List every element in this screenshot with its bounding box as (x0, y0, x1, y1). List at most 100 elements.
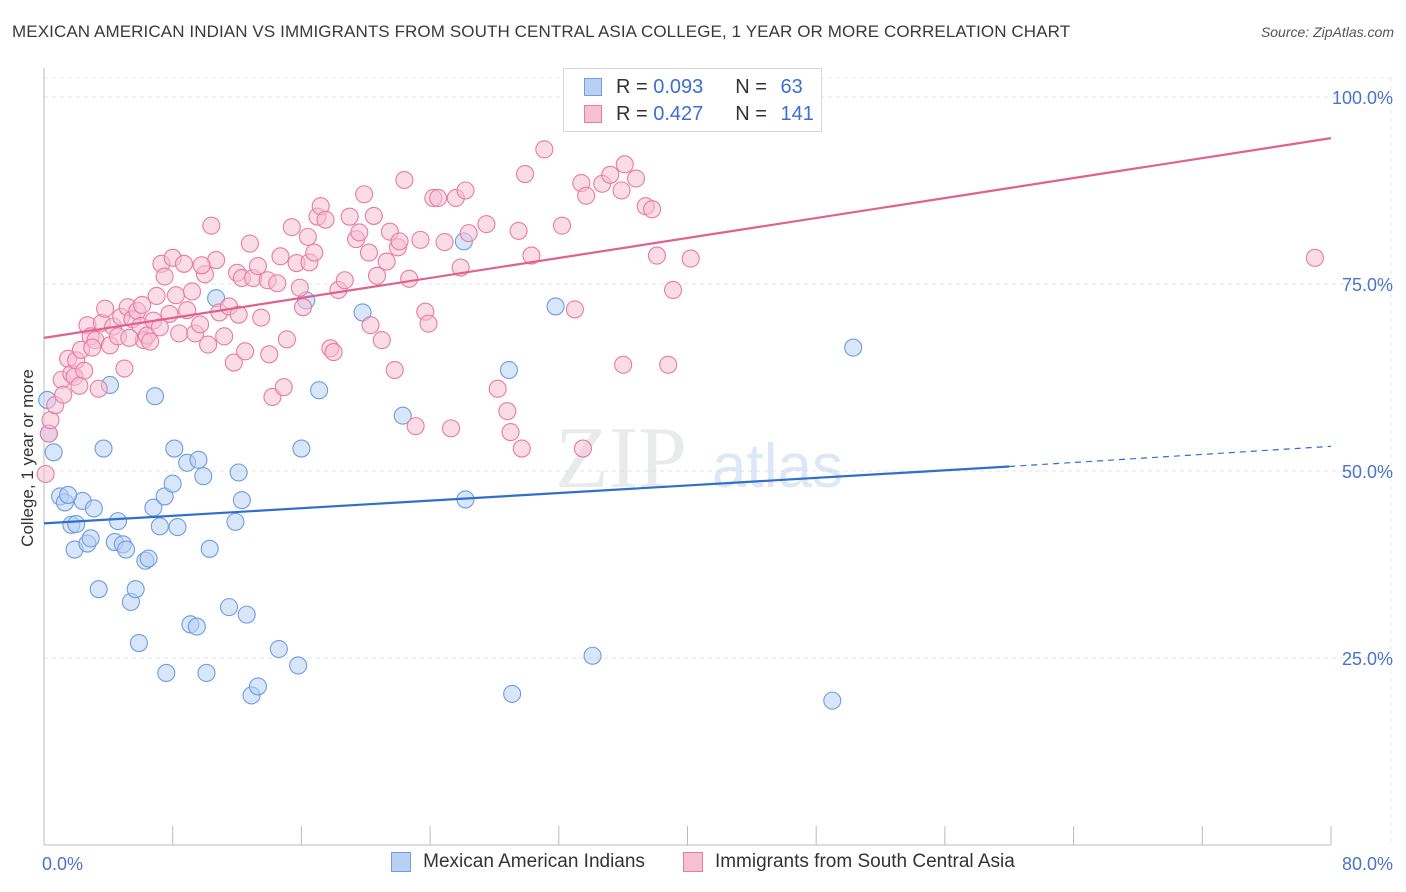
data-point-pink (456, 181, 475, 200)
data-point-pink (419, 314, 438, 333)
data-point-blue (84, 499, 103, 518)
data-point-blue (157, 663, 176, 683)
data-point-pink (316, 210, 335, 229)
data-point-blue (145, 387, 165, 406)
data-point-pink (83, 338, 102, 357)
trend-line-blue (43, 465, 1010, 525)
data-point-pink (626, 169, 646, 188)
data-point-blue (59, 485, 78, 504)
data-point-pink (498, 402, 517, 421)
data-point-pink (435, 233, 454, 252)
y-axis-title: College, 1 year or more (18, 369, 37, 547)
data-point-pink (192, 256, 211, 275)
data-point-pink (390, 232, 409, 251)
data-point-pink (293, 298, 313, 317)
legend-label-pink: Immigrants from South Central Asia (714, 851, 1015, 872)
data-point-blue (165, 439, 184, 458)
data-point-pink (515, 164, 535, 184)
trend-extension-blue (1009, 445, 1332, 468)
source-credit: Source: ZipAtlas.com (1260, 24, 1394, 40)
data-point-pink (36, 464, 55, 484)
n-label: N = (735, 102, 773, 125)
data-point-blue (116, 540, 136, 559)
r-label: R = (616, 102, 654, 125)
data-point-pink (522, 246, 541, 265)
data-point-pink (1305, 248, 1324, 267)
data-point-blue (229, 463, 248, 482)
data-point-blue (89, 580, 108, 599)
data-point-pink (268, 274, 287, 293)
data-point-pink (367, 266, 387, 285)
data-point-blue (353, 303, 372, 322)
data-point-blue (232, 491, 251, 510)
data-point-pink (340, 207, 359, 226)
data-point-pink (512, 439, 531, 458)
trend-line-pink (43, 137, 1332, 339)
data-point-pink (501, 423, 520, 442)
legend-row-blue: R = 0.093 N = 63 (584, 75, 803, 99)
data-point-blue (248, 677, 268, 696)
data-point-blue (155, 487, 174, 506)
trend-lines (43, 137, 1332, 525)
data-point-blue (189, 450, 208, 469)
data-point-pink (359, 243, 379, 262)
data-point-pink (400, 269, 419, 288)
y-tick-label: 25.0% (1342, 649, 1393, 669)
pink-swatch (682, 852, 703, 872)
data-point-blue (163, 474, 182, 493)
data-point-pink (170, 324, 189, 343)
data-point-blue (823, 691, 842, 710)
data-point-pink (166, 286, 185, 305)
data-point-pink (659, 355, 678, 374)
data-point-blue (503, 684, 522, 703)
axes (43, 68, 1332, 846)
x-tick-label: 0.0% (42, 854, 83, 874)
data-point-blue (126, 580, 145, 599)
data-point-blue (310, 381, 329, 400)
data-point-pink (612, 181, 631, 200)
data-point-pink (70, 376, 89, 395)
y-tick-label: 100.0% (1332, 88, 1393, 108)
data-point-pink (147, 286, 166, 306)
data-point-blue (269, 639, 288, 659)
data-point-pink (372, 331, 391, 350)
data-point-blue (237, 605, 256, 624)
data-point-pink (120, 328, 139, 347)
legend-label-blue: Mexican American Indians (423, 851, 645, 872)
data-point-blue (194, 467, 213, 486)
data-point-pink (54, 385, 73, 404)
n-value: 141 (780, 102, 814, 125)
data-point-pink (406, 417, 425, 436)
y-tick-label: 50.0% (1342, 462, 1393, 482)
watermark-zip: ZIP (555, 410, 687, 507)
data-point-pink (364, 206, 383, 225)
data-point-pink (663, 280, 683, 300)
data-point-pink (647, 246, 666, 265)
data-point-pink (298, 227, 317, 246)
data-point-blue (292, 439, 311, 458)
data-point-blue (67, 515, 86, 534)
data-point-pink (573, 439, 592, 458)
blue-swatch (391, 852, 412, 872)
data-point-pink (190, 315, 210, 334)
n-label: N = (735, 75, 773, 98)
x-tick-label: 80.0% (1342, 854, 1393, 874)
data-point-pink (229, 305, 248, 324)
r-value: 0.093 (653, 75, 704, 98)
data-point-blue (197, 663, 216, 683)
legend-row-pink: R = 0.427 N = 141 (584, 102, 814, 126)
data-point-pink (155, 267, 174, 286)
data-point-pink (429, 188, 448, 208)
data-point-pink (202, 216, 221, 235)
data-point-pink (395, 170, 414, 190)
data-point-pink (577, 186, 596, 205)
data-point-pink (174, 254, 194, 273)
data-point-pink (248, 256, 268, 276)
data-point-pink (361, 316, 380, 335)
data-point-blue (81, 529, 100, 548)
data-point-blue (94, 439, 113, 458)
legend-item-pink: Immigrants from South Central Asia (682, 851, 1015, 873)
data-point-pink (133, 295, 152, 314)
data-point-blue (393, 406, 412, 425)
